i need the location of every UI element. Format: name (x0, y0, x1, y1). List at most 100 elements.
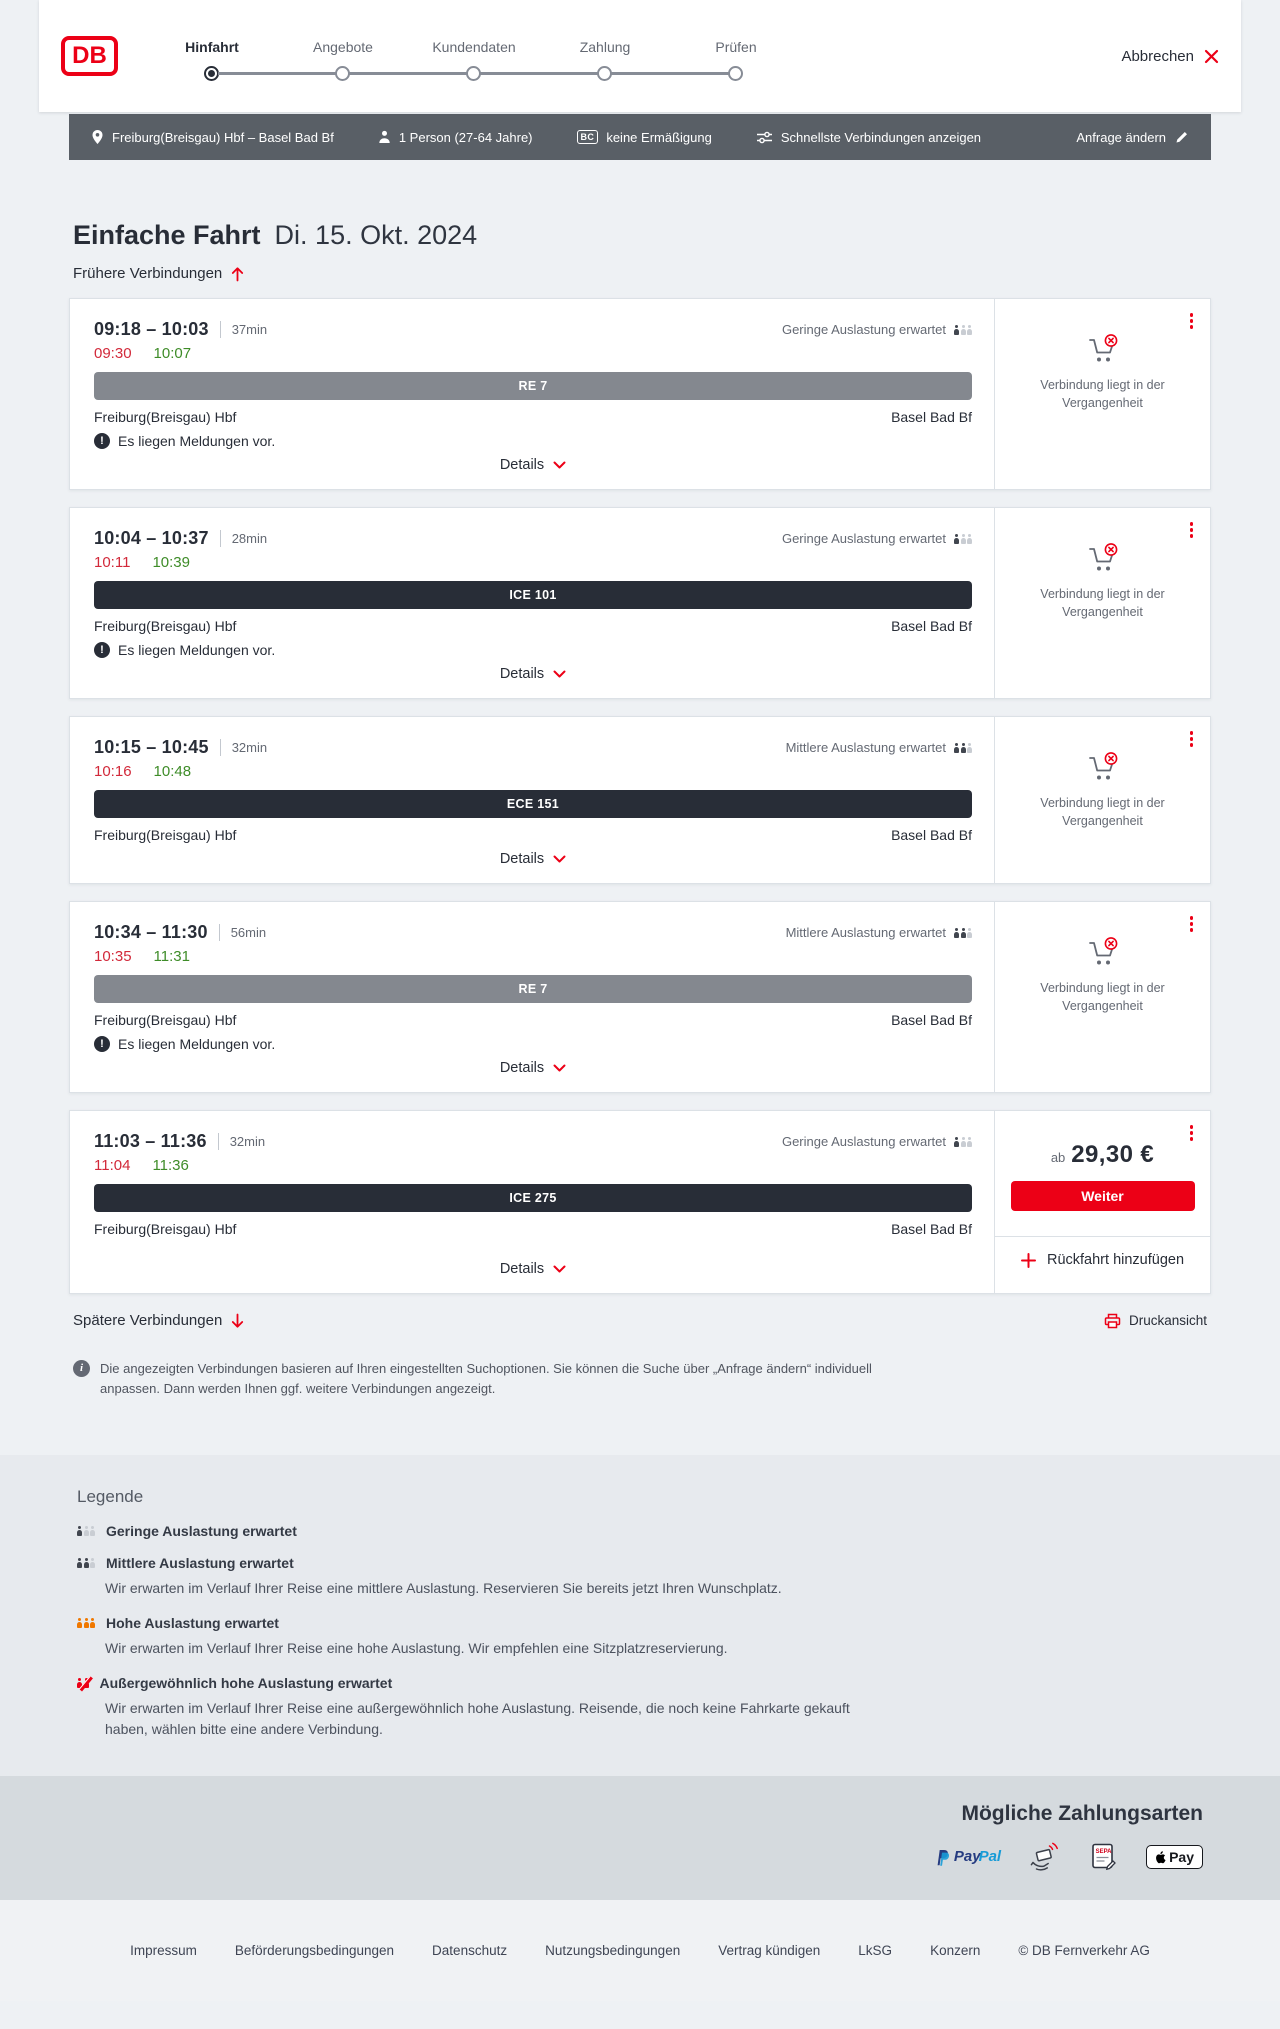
cancel-button[interactable]: Abbrechen (1121, 48, 1219, 65)
step-angebote[interactable]: Angebote (313, 39, 467, 87)
page-title: Einfache Fahrt Di. 15. Okt. 2024 (69, 220, 1211, 251)
fastest-connections-toggle[interactable]: Schnellste Verbindungen anzeigen (756, 130, 981, 145)
step-connector (480, 72, 598, 75)
connection-duration: 37min (231, 322, 268, 337)
occupancy-low-icon (954, 1137, 972, 1147)
step-pruefen[interactable]: Prüfen (715, 39, 757, 87)
train-segment-bar: ICE 101 (94, 581, 972, 609)
arrival-station: Basel Bad Bf (891, 409, 972, 425)
more-options-button[interactable] (1186, 912, 1198, 936)
step-hinfahrt[interactable]: Hinfahrt (185, 39, 336, 87)
stations-row: Freiburg(Breisgau) Hbf Basel Bad Bf (94, 1221, 972, 1237)
step-kundendaten[interactable]: Kundendaten (432, 39, 598, 87)
details-button[interactable]: Details (496, 1253, 570, 1279)
footer-link-datenschutz[interactable]: Datenschutz (432, 1943, 508, 1959)
step-dot-icon (335, 66, 350, 81)
occupancy-indicator: Mittlere Auslastung erwartet (786, 925, 972, 940)
train-label: ICE 275 (509, 1191, 557, 1205)
details-button[interactable]: Details (496, 658, 570, 684)
contactless-card-icon (1030, 1842, 1059, 1871)
footer-copyright: © DB Fernverkehr AG (1018, 1943, 1150, 1959)
step-connector (218, 72, 336, 75)
details-label: Details (499, 1060, 545, 1076)
step-dot-icon (204, 66, 219, 81)
chevron-down-icon (553, 1265, 566, 1273)
connection-side-panel: Verbindung liegt in der Vergangenheit (994, 299, 1210, 489)
occupancy-label: Geringe Auslastung erwartet (781, 1134, 946, 1149)
departure-station: Freiburg(Breisgau) Hbf (94, 1012, 237, 1028)
add-return-label: Rückfahrt hinzufügen (1046, 1252, 1185, 1268)
notice-text: Es liegen Meldungen vor. (118, 1036, 276, 1052)
page-footer: Impressum Beförderungsbedingungen Datens… (0, 1900, 1280, 2002)
route-summary: Freiburg(Breisgau) Hbf – Basel Bad Bf (91, 129, 334, 145)
trip-date: Di. 15. Okt. 2024 (274, 220, 478, 250)
connection-side-panel: Verbindung liegt in der Vergangenheit (994, 717, 1210, 883)
payment-methods: PayPal SEPA Pay (935, 1842, 1203, 1872)
divider (218, 924, 220, 941)
booking-side-panel: ab 29,30 € Weiter Rückfahrt hinzufügen (994, 1111, 1210, 1293)
footer-link-befoerderungsbedingungen[interactable]: Beförderungsbedingungen (234, 1943, 395, 1959)
connection-card-3: 10:15 – 10:45 32min Mittlere Auslastung … (69, 716, 1211, 884)
footer-link-nutzungsbedingungen[interactable]: Nutzungsbedingungen (545, 1943, 681, 1959)
apple-pay-text: Pay (1169, 1849, 1194, 1866)
price: ab 29,30 € (1051, 1141, 1154, 1169)
step-label: Kundendaten (432, 39, 516, 55)
step-dot-icon (597, 66, 612, 81)
legend-description: Wir erwarten im Verlauf Ihrer Reise eine… (105, 1580, 782, 1597)
footer-link-impressum[interactable]: Impressum (130, 1943, 197, 1959)
divider (219, 739, 221, 756)
more-options-button[interactable] (1186, 1121, 1198, 1145)
connection-card-2: 10:04 – 10:37 28min Geringe Auslastung e… (69, 507, 1211, 699)
add-return-button[interactable]: Rückfahrt hinzufügen (1020, 1252, 1185, 1268)
paypal-text: Pal (978, 1848, 1002, 1866)
step-label: Hinfahrt (185, 39, 239, 55)
details-button[interactable]: Details (496, 1052, 570, 1078)
step-connector (611, 72, 729, 75)
legend-item-low: Geringe Auslastung erwartet (77, 1523, 1203, 1539)
footer-link-lksg[interactable]: LkSG (858, 1943, 893, 1959)
real-time-row: 09:30 10:07 (94, 345, 972, 362)
connection-list: 09:18 – 10:03 37min Geringe Auslastung e… (69, 298, 1211, 1294)
payment-title: Mögliche Zahlungsarten (961, 1802, 1203, 1826)
later-connections-link[interactable]: Spätere Verbindungen (73, 1312, 244, 1329)
train-segment-bar: ECE 151 (94, 790, 972, 818)
fastest-connections-label: Schnellste Verbindungen anzeigen (780, 129, 982, 145)
more-options-button[interactable] (1186, 309, 1198, 333)
real-time-row: 10:35 11:31 (94, 948, 972, 965)
step-zahlung[interactable]: Zahlung (580, 39, 729, 87)
train-label: RE 7 (518, 379, 548, 393)
past-connection-text: Verbindung liegt in der Vergangenheit (1040, 981, 1165, 1013)
more-options-button[interactable] (1186, 727, 1198, 751)
cart-unavailable-icon (1085, 542, 1121, 579)
connection-times: 09:18 – 10:03 (94, 319, 209, 339)
later-connections-label: Spätere Verbindungen (73, 1312, 223, 1329)
continue-button[interactable]: Weiter (1010, 1181, 1195, 1211)
chevron-down-icon (553, 670, 566, 678)
footer-link-konzern[interactable]: Konzern (930, 1943, 981, 1959)
earlier-connections-link[interactable]: Frühere Verbindungen (69, 265, 244, 282)
train-label: ICE 101 (509, 588, 557, 602)
footer-link-vertrag-kuendigen[interactable]: Vertrag kündigen (718, 1943, 821, 1959)
cart-unavailable-icon (1085, 936, 1121, 973)
legend-title: Legende (77, 1487, 144, 1507)
change-request-label: Anfrage ändern (1076, 129, 1166, 145)
price-value: 29,30 € (1071, 1141, 1155, 1168)
more-options-button[interactable] (1186, 518, 1198, 542)
alert-icon (94, 642, 110, 658)
pencil-icon (1176, 132, 1187, 143)
connection-card-5: 11:03 – 11:36 32min Geringe Auslastung e… (69, 1110, 1211, 1294)
occupancy-low-icon (954, 534, 972, 544)
change-request-button[interactable]: Anfrage ändern (1076, 130, 1189, 145)
legend-label: Geringe Auslastung erwartet (106, 1523, 297, 1540)
occupancy-label: Geringe Auslastung erwartet (781, 531, 946, 546)
details-button[interactable]: Details (496, 843, 570, 869)
apple-icon (1156, 1851, 1166, 1864)
actual-arrival-time: 11:36 (152, 1157, 189, 1174)
details-button[interactable]: Details (496, 449, 570, 475)
print-view-button[interactable]: Druckansicht (1104, 1313, 1207, 1329)
trip-type-title: Einfache Fahrt (73, 220, 261, 250)
paypal-logo: PayPal (935, 1848, 1001, 1866)
divider (217, 1133, 219, 1150)
alert-icon (94, 433, 110, 449)
db-logo: DB (61, 36, 118, 76)
